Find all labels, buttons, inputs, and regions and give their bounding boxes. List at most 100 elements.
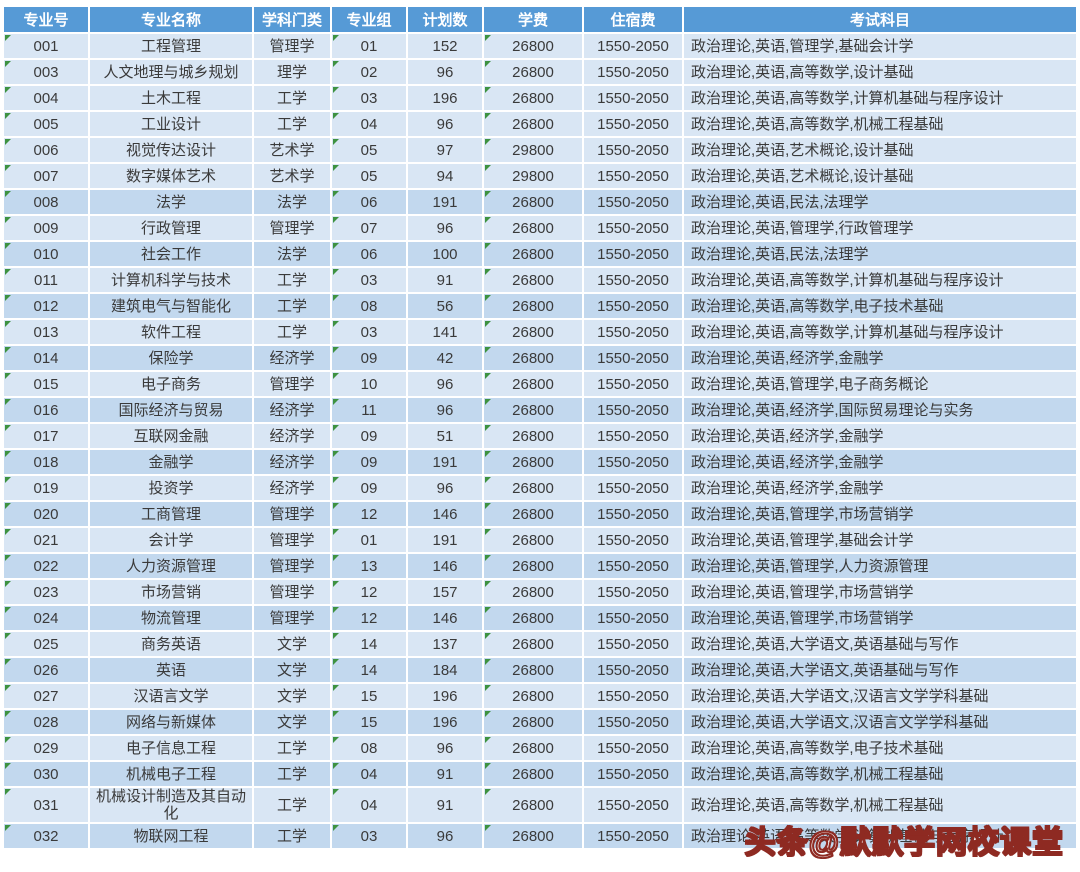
cell-category[interactable]: 工学 <box>254 112 330 136</box>
cell-id[interactable]: 005 <box>4 112 88 136</box>
cell-tuition[interactable]: 26800 <box>484 346 582 370</box>
cell-plan[interactable]: 146 <box>408 502 482 526</box>
cell-tuition[interactable]: 26800 <box>484 658 582 682</box>
cell-name[interactable]: 金融学 <box>90 450 252 474</box>
cell-plan[interactable]: 96 <box>408 476 482 500</box>
cell-subjects[interactable]: 政治理论,英语,管理学,电子商务概论 <box>684 372 1076 396</box>
cell-category[interactable]: 管理学 <box>254 580 330 604</box>
cell-id[interactable]: 013 <box>4 320 88 344</box>
cell-id[interactable]: 001 <box>4 34 88 58</box>
cell-id[interactable]: 004 <box>4 86 88 110</box>
cell-id[interactable]: 008 <box>4 190 88 214</box>
cell-category[interactable]: 工学 <box>254 824 330 848</box>
cell-category[interactable]: 经济学 <box>254 476 330 500</box>
cell-subjects[interactable]: 政治理论,英语,管理学,市场营销学 <box>684 606 1076 630</box>
cell-category[interactable]: 法学 <box>254 190 330 214</box>
cell-tuition[interactable]: 26800 <box>484 684 582 708</box>
cell-group[interactable]: 05 <box>332 164 406 188</box>
cell-group[interactable]: 09 <box>332 450 406 474</box>
cell-group[interactable]: 07 <box>332 216 406 240</box>
cell-tuition[interactable]: 26800 <box>484 86 582 110</box>
cell-group[interactable]: 09 <box>332 346 406 370</box>
cell-name[interactable]: 物联网工程 <box>90 824 252 848</box>
cell-subjects[interactable]: 政治理论,英语,高等数学,电子技术基础 <box>684 294 1076 318</box>
cell-tuition[interactable]: 26800 <box>484 580 582 604</box>
cell-subjects[interactable]: 政治理论,英语,大学语文,英语基础与写作 <box>684 658 1076 682</box>
cell-subjects[interactable]: 政治理论,英语,高等数学,设计基础 <box>684 60 1076 84</box>
cell-tuition[interactable]: 26800 <box>484 190 582 214</box>
cell-group[interactable]: 01 <box>332 34 406 58</box>
cell-plan[interactable]: 191 <box>408 450 482 474</box>
cell-subjects[interactable]: 政治理论,英语,高等数学,计算机基础与程序设计 <box>684 268 1076 292</box>
cell-name[interactable]: 人文地理与城乡规划 <box>90 60 252 84</box>
cell-subjects[interactable]: 政治理论,英语,高等数学,电子技术基础 <box>684 736 1076 760</box>
cell-accommodation[interactable]: 1550-2050 <box>584 424 682 448</box>
cell-name[interactable]: 数字媒体艺术 <box>90 164 252 188</box>
cell-name[interactable]: 计算机科学与技术 <box>90 268 252 292</box>
cell-group[interactable]: 14 <box>332 658 406 682</box>
cell-category[interactable]: 文学 <box>254 658 330 682</box>
cell-accommodation[interactable]: 1550-2050 <box>584 788 682 822</box>
cell-tuition[interactable]: 26800 <box>484 242 582 266</box>
cell-subjects[interactable]: 政治理论,英语,大学语文,汉语言文学学科基础 <box>684 710 1076 734</box>
cell-subjects[interactable]: 政治理论,英语,高等数学,机械工程基础 <box>684 788 1076 822</box>
cell-group[interactable]: 08 <box>332 294 406 318</box>
cell-subjects[interactable]: 政治理论,英语,经济学,国际贸易理论与实务 <box>684 398 1076 422</box>
cell-id[interactable]: 024 <box>4 606 88 630</box>
cell-plan[interactable]: 42 <box>408 346 482 370</box>
cell-tuition[interactable]: 26800 <box>484 268 582 292</box>
cell-group[interactable]: 14 <box>332 632 406 656</box>
cell-plan[interactable]: 96 <box>408 60 482 84</box>
column-header-plan[interactable]: 计划数 <box>408 7 482 32</box>
cell-name[interactable]: 电子商务 <box>90 372 252 396</box>
cell-name[interactable]: 市场营销 <box>90 580 252 604</box>
cell-plan[interactable]: 96 <box>408 372 482 396</box>
cell-subjects[interactable]: 政治理论,英语,艺术概论,设计基础 <box>684 138 1076 162</box>
cell-tuition[interactable]: 26800 <box>484 502 582 526</box>
cell-category[interactable]: 法学 <box>254 242 330 266</box>
cell-subjects[interactable]: 政治理论,英语,经济学,金融学 <box>684 424 1076 448</box>
cell-subjects[interactable]: 政治理论,英语,高等数学,计算机基础与程序设计 <box>684 320 1076 344</box>
cell-tuition[interactable]: 26800 <box>484 34 582 58</box>
cell-category[interactable]: 工学 <box>254 762 330 786</box>
cell-accommodation[interactable]: 1550-2050 <box>584 528 682 552</box>
cell-id[interactable]: 018 <box>4 450 88 474</box>
cell-subjects[interactable]: 政治理论,英语,高等数学,机械工程基础 <box>684 762 1076 786</box>
cell-group[interactable]: 08 <box>332 736 406 760</box>
cell-group[interactable]: 15 <box>332 710 406 734</box>
cell-plan[interactable]: 191 <box>408 190 482 214</box>
cell-group[interactable]: 03 <box>332 320 406 344</box>
cell-id[interactable]: 014 <box>4 346 88 370</box>
cell-subjects[interactable]: 政治理论,英语,高等数学,计算机基础与程序设计 <box>684 86 1076 110</box>
cell-subjects[interactable]: 政治理论,英语,管理学,人力资源管理 <box>684 554 1076 578</box>
cell-category[interactable]: 工学 <box>254 320 330 344</box>
cell-plan[interactable]: 96 <box>408 736 482 760</box>
cell-id[interactable]: 009 <box>4 216 88 240</box>
cell-category[interactable]: 艺术学 <box>254 164 330 188</box>
cell-id[interactable]: 025 <box>4 632 88 656</box>
cell-category[interactable]: 文学 <box>254 710 330 734</box>
cell-plan[interactable]: 51 <box>408 424 482 448</box>
cell-tuition[interactable]: 26800 <box>484 372 582 396</box>
cell-accommodation[interactable]: 1550-2050 <box>584 112 682 136</box>
cell-group[interactable]: 11 <box>332 398 406 422</box>
cell-accommodation[interactable]: 1550-2050 <box>584 736 682 760</box>
cell-name[interactable]: 商务英语 <box>90 632 252 656</box>
cell-group[interactable]: 15 <box>332 684 406 708</box>
cell-accommodation[interactable]: 1550-2050 <box>584 398 682 422</box>
cell-id[interactable]: 022 <box>4 554 88 578</box>
cell-category[interactable]: 管理学 <box>254 502 330 526</box>
cell-plan[interactable]: 94 <box>408 164 482 188</box>
cell-subjects[interactable]: 政治理论,英语,大学语文,汉语言文学学科基础 <box>684 684 1076 708</box>
cell-tuition[interactable]: 26800 <box>484 528 582 552</box>
cell-name[interactable]: 行政管理 <box>90 216 252 240</box>
cell-subjects[interactable]: 政治理论,英语,经济学,金融学 <box>684 346 1076 370</box>
cell-name[interactable]: 网络与新媒体 <box>90 710 252 734</box>
cell-group[interactable]: 12 <box>332 580 406 604</box>
cell-accommodation[interactable]: 1550-2050 <box>584 86 682 110</box>
cell-accommodation[interactable]: 1550-2050 <box>584 606 682 630</box>
cell-name[interactable]: 保险学 <box>90 346 252 370</box>
cell-id[interactable]: 027 <box>4 684 88 708</box>
cell-group[interactable]: 09 <box>332 476 406 500</box>
cell-plan[interactable]: 96 <box>408 216 482 240</box>
